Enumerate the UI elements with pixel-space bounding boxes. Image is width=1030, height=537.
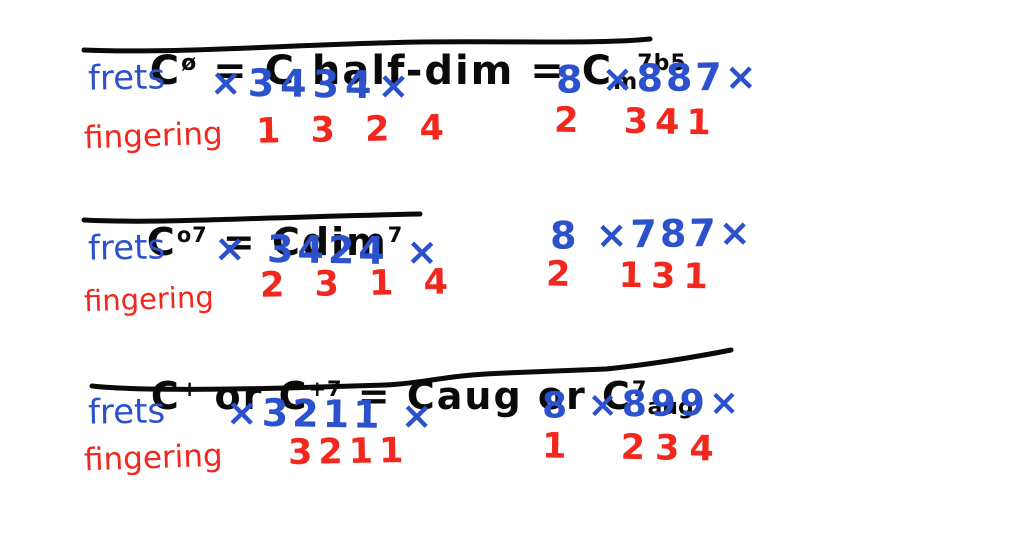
fingering-barre-shape: 1 234 — [541, 426, 725, 470]
frets-barre-shape: 8 ×887× — [555, 54, 761, 102]
equals-sign: = — [197, 48, 265, 94]
frets-barre-shape: 8 ×899× — [541, 382, 744, 427]
chord-superscript: 7 — [631, 377, 648, 402]
chord-name: C half-dim — [264, 48, 515, 94]
fingering-open-shape: 2 3 1 4 — [259, 262, 458, 306]
chord-subscript: m — [613, 68, 638, 96]
chord-superscript: o7 — [176, 223, 208, 248]
chord-symbol: C — [150, 374, 181, 418]
chord-superscript: 7 — [387, 223, 404, 248]
chord-subscript: aug — [647, 394, 694, 420]
chord-superscript: 7b5 — [637, 51, 687, 77]
heading-underline-stroke — [81, 36, 653, 54]
chord-symbol: C — [149, 48, 182, 94]
frets-barre-shape: 8 ×787× — [549, 210, 755, 258]
or-text: or — [522, 374, 602, 418]
equals-sign: = — [207, 220, 273, 264]
chord-symbol: C — [602, 374, 632, 418]
chord-heading-dim7: Co7 = Cdim7 — [86, 176, 403, 308]
heading-underline-stroke — [81, 211, 423, 224]
frets-label: frets — [87, 391, 166, 433]
chord-superscript: ø — [181, 51, 198, 77]
fingering-label: fingering — [83, 115, 224, 157]
fingering-barre-shape: 2 131 — [545, 254, 717, 298]
fingering-label: fingering — [83, 279, 215, 319]
chord-name: Cdim — [272, 220, 388, 264]
frets-label: frets — [87, 57, 166, 99]
or-text: or — [199, 374, 279, 418]
equals-sign: = — [342, 374, 407, 418]
frets-open-shape: ×3434× — [209, 60, 416, 108]
fingering-label: fingering — [83, 437, 224, 479]
fingering-barre-shape: 2 341 — [553, 100, 719, 144]
chord-symbol: C — [146, 220, 177, 264]
heading-underline-stroke — [89, 347, 734, 392]
equals-sign: = — [514, 48, 582, 94]
chord-symbol: C — [278, 374, 309, 418]
chord-symbol: C — [581, 48, 614, 94]
fingering-open-shape: 3211 — [287, 430, 410, 474]
chord-heading-half-dim: Cø = C half-dim = Cm7b5 — [86, 2, 687, 140]
fingering-open-shape: 1 3 2 4 — [255, 108, 454, 152]
frets-label: frets — [87, 227, 166, 269]
